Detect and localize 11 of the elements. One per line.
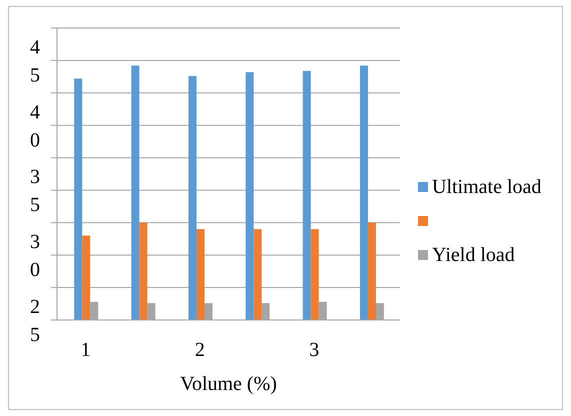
x-tick-label: 1 bbox=[80, 339, 91, 362]
legend-label: Yield load bbox=[432, 244, 515, 266]
x-axis-title: Volume (%) bbox=[180, 373, 277, 395]
y-tick-label: 2 5 bbox=[30, 296, 40, 346]
y-tick-label: 4 0 bbox=[30, 101, 40, 152]
y-tick-label: 3 0 bbox=[30, 231, 40, 282]
y-tick-label: 4 5 bbox=[30, 36, 40, 86]
x-tick-label: 2 bbox=[194, 339, 205, 362]
legend-label: Ultimate load bbox=[432, 176, 542, 198]
y-tick-label: 3 5 bbox=[30, 166, 40, 216]
x-tick-label: 3 bbox=[309, 339, 320, 362]
